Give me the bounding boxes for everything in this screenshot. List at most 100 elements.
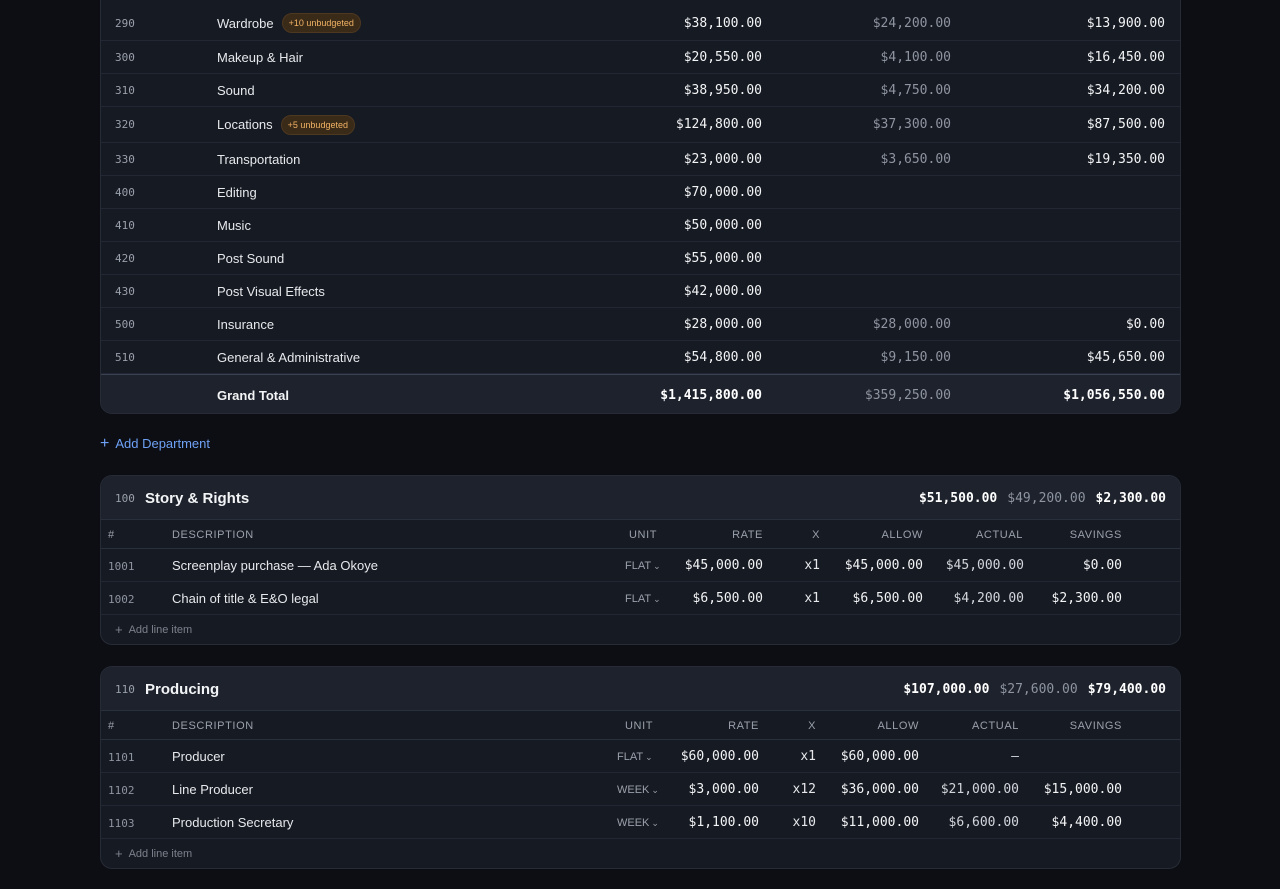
- add-line-item-button[interactable]: + Add line item: [101, 615, 1180, 644]
- unit-select[interactable]: WEEK ⌄: [617, 817, 659, 829]
- department-code: 400: [115, 185, 135, 199]
- summary-row[interactable]: 420 Post Sound $55,000.00: [101, 242, 1180, 275]
- allow-value: $36,000.00: [840, 782, 919, 797]
- summary-row[interactable]: 290 Wardrobe +10 unbudgeted $38,100.00 $24,2…: [101, 6, 1180, 41]
- savings-value: $45,650.00: [1086, 349, 1165, 365]
- line-item-description[interactable]: Line Producer: [172, 782, 253, 797]
- department-name-cell: Music: [217, 218, 251, 233]
- line-item-row[interactable]: 1103 Production Secretary WEEK ⌄ $1,100.00 x1…: [101, 806, 1180, 839]
- plus-icon: +: [115, 846, 123, 861]
- grand-total-row: Grand Total $1,415,800.00 $359,250.00 $1,05…: [101, 374, 1180, 413]
- summary-row[interactable]: 320 Locations +5 unbudgeted $124,800.00 $37,…: [101, 107, 1180, 143]
- savings-value: $13,900.00: [1086, 15, 1165, 31]
- actual-input[interactable]: —: [1011, 749, 1019, 764]
- quantity-value[interactable]: x1: [804, 591, 820, 606]
- column-header-description: DESCRIPTION: [172, 720, 254, 732]
- allow-value: $11,000.00: [840, 815, 919, 830]
- actual-input[interactable]: $45,000.00: [945, 558, 1024, 573]
- summary-row[interactable]: 510 General & Administrative $54,800.00 $9,…: [101, 341, 1180, 374]
- allow-value: $45,000.00: [844, 558, 923, 573]
- summary-row[interactable]: 300 Makeup & Hair $20,550.00 $4,100.00 $16,4…: [101, 41, 1180, 74]
- department-name: Music: [217, 217, 251, 233]
- summary-row[interactable]: 330 Transportation $23,000.00 $3,650.00 $19,…: [101, 143, 1180, 176]
- budget-value: $38,100.00: [683, 15, 762, 31]
- line-item-row[interactable]: 1001 Screenplay purchase — Ada Okoye FLAT ⌄…: [101, 549, 1180, 582]
- summary-row[interactable]: 310 Sound $38,950.00 $4,750.00 $34,200.00: [101, 74, 1180, 107]
- grand-total-savings: $1,056,550.00: [1063, 388, 1165, 403]
- unit-select[interactable]: FLAT ⌄: [617, 751, 653, 763]
- budget-value: $28,000.00: [683, 316, 762, 332]
- add-line-item-button[interactable]: + Add line item: [101, 839, 1180, 868]
- department-card: 100 Story & Rights $51,500.00 $49,200.00 $2,…: [100, 475, 1181, 645]
- actual-input[interactable]: $4,200.00: [953, 591, 1024, 606]
- savings-value: $0.00: [1082, 558, 1122, 573]
- add-department-button[interactable]: + Add Department: [100, 436, 210, 452]
- savings-value: $2,300.00: [1051, 591, 1122, 606]
- department-name: Post Visual Effects: [217, 283, 325, 299]
- line-item-code: 1103: [108, 817, 135, 830]
- summary-row[interactable]: 430 Post Visual Effects $42,000.00: [101, 275, 1180, 308]
- column-header-row: # DESCRIPTION UNIT RATE X ALLOW ACTUAL SAVINGS: [101, 711, 1180, 740]
- add-line-item-label: Add line item: [128, 847, 193, 860]
- column-header-rate: RATE: [732, 529, 763, 541]
- department-budget-total: $107,000.00: [903, 682, 990, 697]
- line-item-code: 1101: [108, 751, 135, 764]
- summary-row[interactable]: 500 Insurance $28,000.00 $28,000.00 $0.00: [101, 308, 1180, 341]
- summary-row[interactable]: 400 Editing $70,000.00: [101, 176, 1180, 209]
- line-item-row[interactable]: 1101 Producer FLAT ⌄ $60,000.00 x1 $60,000.00 —: [101, 740, 1180, 773]
- unit-select[interactable]: WEEK ⌄: [617, 784, 659, 796]
- column-header-description: DESCRIPTION: [172, 529, 254, 541]
- allow-value: $60,000.00: [840, 749, 919, 764]
- department-header[interactable]: 100 Story & Rights $51,500.00 $49,200.00 $2,…: [101, 476, 1180, 520]
- unit-select[interactable]: FLAT ⌄: [625, 593, 661, 605]
- quantity-value[interactable]: x12: [792, 782, 816, 797]
- unit-value: FLAT: [625, 560, 652, 572]
- chevron-down-icon: ⌄: [645, 751, 653, 762]
- department-code: 410: [115, 218, 135, 232]
- department-name-cell: Transportation: [217, 152, 300, 167]
- column-header-x: X: [808, 720, 816, 732]
- actual-input[interactable]: $6,600.00: [948, 815, 1019, 830]
- rate-input[interactable]: $45,000.00: [684, 558, 763, 573]
- department-code: 420: [115, 251, 135, 265]
- column-header-allow: ALLOW: [877, 720, 919, 732]
- department-header[interactable]: 110 Producing $107,000.00 $27,600.00 $79,400…: [101, 667, 1180, 711]
- quantity-value[interactable]: x1: [804, 558, 820, 573]
- quantity-value[interactable]: x10: [792, 815, 816, 830]
- line-item-description[interactable]: Producer: [172, 749, 225, 764]
- savings-value: $0.00: [1125, 316, 1165, 332]
- budget-value: $70,000.00: [683, 184, 762, 200]
- rate-input[interactable]: $1,100.00: [688, 815, 759, 830]
- column-header-num: #: [108, 720, 115, 732]
- rate-input[interactable]: $6,500.00: [692, 591, 763, 606]
- line-item-description[interactable]: Screenplay purchase — Ada Okoye: [172, 558, 378, 573]
- department-name-cell: Sound: [217, 83, 255, 98]
- line-item-row[interactable]: 1002 Chain of title & E&O legal FLAT ⌄ $6,50…: [101, 582, 1180, 615]
- line-item-description[interactable]: Chain of title & E&O legal: [172, 591, 319, 606]
- quantity-value[interactable]: x1: [800, 749, 816, 764]
- department-summary-table: 290 Wardrobe +10 unbudgeted $38,100.00 $24,2…: [100, 0, 1181, 414]
- rate-input[interactable]: $3,000.00: [688, 782, 759, 797]
- allow-value: $6,500.00: [852, 591, 923, 606]
- budget-value: $54,800.00: [683, 349, 762, 365]
- department-title: Story & Rights: [145, 490, 250, 507]
- unbudgeted-badge: +5 unbudgeted: [280, 114, 355, 135]
- department-budget-total: $51,500.00: [918, 491, 998, 506]
- column-header-actual: ACTUAL: [976, 529, 1023, 541]
- summary-row[interactable]: 410 Music $50,000.00: [101, 209, 1180, 242]
- line-item-description[interactable]: Production Secretary: [172, 815, 294, 830]
- chevron-down-icon: ⌄: [651, 784, 659, 795]
- unit-select[interactable]: FLAT ⌄: [625, 560, 661, 572]
- line-item-row[interactable]: 1102 Line Producer WEEK ⌄ $3,000.00 x12 $36,00…: [101, 773, 1180, 806]
- budget-value: $42,000.00: [683, 283, 762, 299]
- department-code: 320: [115, 118, 135, 131]
- line-item-code: 1001: [108, 560, 135, 573]
- department-name: Locations: [217, 117, 273, 132]
- rate-input[interactable]: $60,000.00: [680, 749, 759, 764]
- actual-input[interactable]: $21,000.00: [940, 782, 1019, 797]
- line-item-code: 1002: [108, 593, 135, 606]
- plus-icon: +: [115, 622, 123, 637]
- department-name-cell: Wardrobe +10 unbudgeted: [217, 13, 361, 33]
- department-totals: $51,500.00 $49,200.00 $2,300.00: [919, 491, 1166, 506]
- department-code: 310: [115, 83, 135, 97]
